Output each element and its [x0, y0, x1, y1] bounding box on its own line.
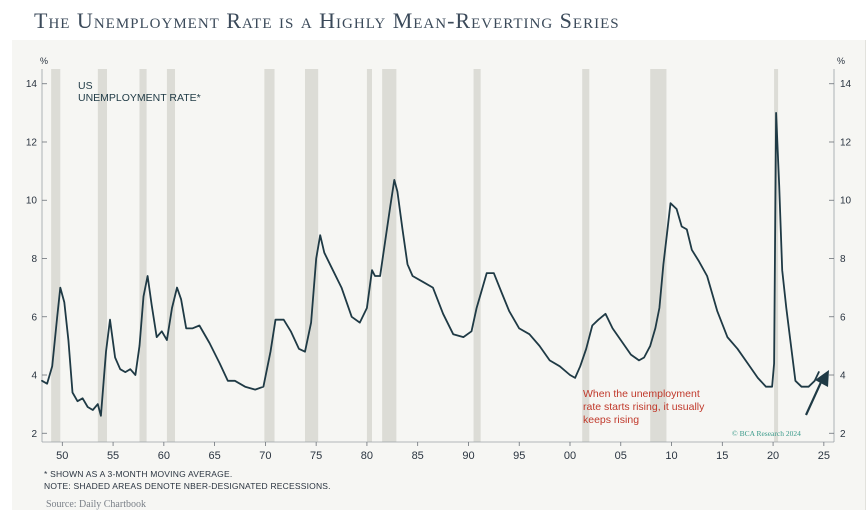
annotation-line-2: rate starts rising, it usually [583, 401, 705, 413]
unemployment-chart: 2 2 4 4 6 6 8 8 10 10 12 12 14 14 50 55 60 65 70 75 80 85 90 95… [26, 56, 852, 462]
recession-band-2 [139, 69, 147, 442]
recession-band-10 [650, 69, 667, 442]
watermark: © BCA Research 2024 [732, 429, 801, 438]
chart-title: US [78, 80, 93, 92]
y-tick-label-right-6: 6 [840, 312, 846, 323]
series [41, 112, 820, 417]
x-tick-label-80: 80 [361, 450, 373, 462]
y-tick-label-left-12: 12 [26, 137, 38, 148]
y-tick-label-right-8: 8 [840, 254, 846, 265]
y-tick-label-left-10: 10 [26, 196, 38, 207]
y-tick-label-right-10: 10 [840, 196, 852, 207]
y-tick-label-right-12: 12 [840, 137, 852, 148]
series-line-0 [41, 112, 820, 417]
y-unit-left: % [40, 56, 48, 66]
source-caption: Source: Daily Chartbook [46, 499, 146, 510]
recession-band-4 [264, 69, 275, 442]
x-tick-label-75: 75 [310, 450, 322, 462]
recession-band-5 [304, 69, 319, 442]
x-tick-label-15: 15 [716, 450, 728, 462]
y-tick-label-left-14: 14 [26, 79, 38, 90]
recession-band-8 [473, 69, 481, 442]
chart-panel: 2 2 4 4 6 6 8 8 10 10 12 12 14 14 50 55 60 65 70 75 80 85 90 95… [12, 40, 866, 510]
footnote-recessions: NOTE: SHADED AREAS DENOTE NBER-DESIGNATE… [44, 481, 331, 491]
y-tick-label-right-14: 14 [840, 79, 852, 90]
annotation-line-1: When the unemployment [583, 388, 700, 400]
x-tick-label-50: 50 [56, 450, 68, 462]
recession-shading [51, 69, 779, 442]
x-tick-label-05: 05 [615, 450, 627, 462]
y-tick-label-right-2: 2 [840, 429, 846, 440]
x-tick-label-65: 65 [208, 450, 220, 462]
axes: 2 2 4 4 6 6 8 8 10 10 12 12 14 14 50 55 60 65 70 75 80 85 90 95… [26, 69, 852, 462]
y-tick-label-left-8: 8 [31, 254, 37, 265]
x-tick-label-00: 00 [564, 450, 576, 462]
y-tick-label-left-6: 6 [31, 312, 37, 323]
recession-band-3 [166, 69, 176, 442]
x-tick-label-10: 10 [665, 450, 677, 462]
page-title: The Unemployment Rate is a Highly Mean-R… [34, 8, 620, 33]
annotation-line-3: keeps rising [583, 414, 639, 426]
recession-band-9 [582, 69, 590, 442]
chart-subtitle: UNEMPLOYMENT RATE* [78, 92, 201, 104]
recession-band-7 [382, 69, 397, 442]
x-tick-label-25: 25 [818, 450, 830, 462]
x-tick-label-85: 85 [412, 450, 424, 462]
y-tick-label-right-4: 4 [840, 371, 846, 382]
arrow-up-right-icon [804, 370, 829, 416]
footnote-moving-average: * SHOWN AS A 3-MONTH MOVING AVERAGE. [44, 469, 233, 479]
x-tick-label-20: 20 [767, 450, 779, 462]
x-tick-label-60: 60 [158, 450, 170, 462]
recession-band-0 [51, 69, 61, 442]
y-unit-right: % [837, 56, 845, 66]
recession-band-11 [774, 69, 779, 442]
x-tick-label-55: 55 [107, 450, 119, 462]
recession-band-6 [366, 69, 372, 442]
y-tick-label-left-4: 4 [31, 371, 37, 382]
x-tick-label-90: 90 [462, 450, 474, 462]
y-tick-label-left-2: 2 [31, 429, 37, 440]
x-tick-label-70: 70 [259, 450, 271, 462]
x-tick-label-95: 95 [513, 450, 525, 462]
recession-band-1 [97, 69, 107, 442]
